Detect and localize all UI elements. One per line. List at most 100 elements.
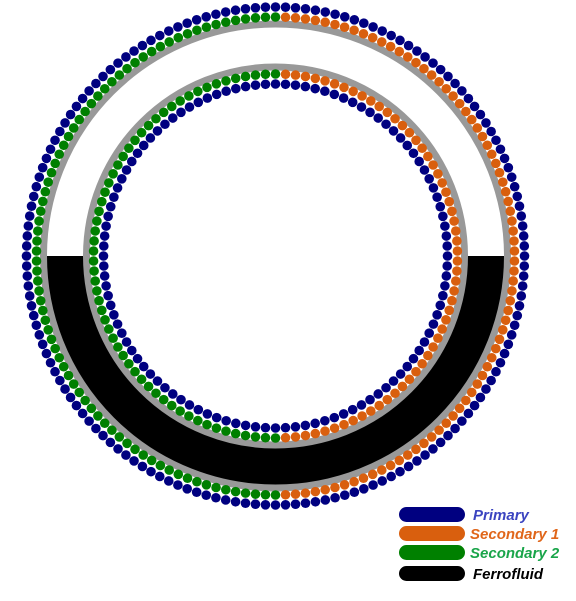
coil-dot bbox=[182, 18, 192, 28]
coil-dot bbox=[280, 12, 291, 23]
coil-dot bbox=[93, 91, 103, 101]
coil-dot bbox=[320, 484, 330, 495]
coil-dot bbox=[310, 418, 320, 429]
coil-dot bbox=[84, 416, 94, 426]
coil-dot bbox=[357, 91, 367, 101]
coil-dot bbox=[503, 162, 514, 173]
coil-dot bbox=[93, 411, 103, 421]
coil-dot bbox=[260, 500, 271, 510]
coil-dot bbox=[94, 295, 104, 306]
coil-dot bbox=[202, 82, 212, 93]
coil-dot bbox=[109, 310, 119, 320]
coil-dot bbox=[122, 438, 132, 449]
coil-dot bbox=[444, 196, 455, 207]
coil-dot bbox=[74, 114, 85, 125]
outer-wall bbox=[40, 20, 511, 492]
coil-dot bbox=[35, 295, 46, 306]
coil-dot bbox=[367, 469, 378, 480]
coil-dot bbox=[469, 101, 480, 112]
coil-dot bbox=[130, 444, 140, 455]
coil-dot bbox=[71, 400, 82, 411]
coil-dot bbox=[356, 102, 367, 112]
coil-dot bbox=[403, 461, 414, 472]
coil-dot bbox=[435, 437, 446, 448]
coil-dot bbox=[160, 382, 170, 393]
coil-dot bbox=[193, 404, 204, 415]
coil-dot bbox=[108, 333, 118, 343]
coil-dot bbox=[349, 476, 359, 487]
coil-dot bbox=[402, 450, 413, 460]
coil-dot bbox=[184, 400, 195, 410]
coil-dot bbox=[182, 473, 193, 484]
coil-dot bbox=[505, 295, 516, 306]
coil-dot bbox=[320, 7, 331, 17]
coil-dot bbox=[193, 97, 204, 108]
legend-swatch bbox=[399, 507, 465, 522]
coil-dot bbox=[310, 5, 321, 16]
coil-dot bbox=[329, 79, 340, 89]
coil-dot bbox=[472, 123, 483, 133]
coil-dot bbox=[491, 366, 501, 377]
coil-dot bbox=[158, 107, 169, 118]
coil-dot bbox=[514, 301, 525, 311]
coil-dot bbox=[348, 86, 358, 97]
coil-dot bbox=[424, 174, 435, 184]
coil-dot bbox=[320, 415, 330, 426]
coil-dot bbox=[320, 426, 330, 436]
coil-dot bbox=[240, 498, 251, 508]
coil-dot bbox=[230, 496, 241, 507]
coil-dot bbox=[105, 201, 116, 212]
coil-dot bbox=[498, 325, 508, 335]
coil-dot bbox=[98, 251, 109, 261]
coil-dot bbox=[155, 41, 166, 52]
coil-dot bbox=[385, 41, 396, 52]
coil-dot bbox=[152, 376, 163, 386]
coil-dot bbox=[100, 315, 110, 325]
coil-dot bbox=[250, 432, 261, 442]
coil-dot bbox=[395, 35, 405, 46]
coil-dot bbox=[43, 325, 53, 335]
coil-dot bbox=[164, 465, 175, 475]
legend-label: Primary bbox=[473, 507, 530, 524]
coil-dot bbox=[368, 480, 378, 490]
coil-dot bbox=[31, 256, 42, 266]
coil-dot bbox=[366, 406, 376, 416]
coil-dot bbox=[428, 444, 438, 454]
coil-dot bbox=[184, 91, 194, 101]
coil-dot bbox=[382, 394, 393, 405]
coil-dot bbox=[38, 305, 48, 316]
coil-dot bbox=[240, 488, 251, 498]
coil-dot bbox=[441, 271, 452, 281]
coil-dot bbox=[99, 231, 110, 241]
coil-dot bbox=[408, 353, 419, 364]
coil-dot bbox=[450, 226, 461, 236]
coil-dot bbox=[494, 334, 505, 345]
coil-dot bbox=[339, 419, 349, 430]
coil-dot bbox=[503, 196, 513, 207]
coil-dot bbox=[310, 428, 321, 439]
coil-dot bbox=[397, 120, 408, 131]
coil-dot bbox=[250, 13, 261, 23]
coil-dot bbox=[122, 63, 132, 74]
coil-dot bbox=[419, 165, 430, 175]
coil-dot bbox=[211, 412, 222, 423]
coil-dot bbox=[146, 455, 157, 466]
coil-dot bbox=[54, 149, 65, 160]
coil-dot bbox=[330, 19, 340, 30]
coil-dot bbox=[440, 281, 450, 291]
coil-dot bbox=[348, 415, 358, 426]
legend-label: Secondary 2 bbox=[470, 545, 560, 562]
coil-dot bbox=[419, 337, 430, 347]
coil-dot bbox=[250, 499, 261, 509]
coil-dot bbox=[463, 408, 474, 419]
coil-dot bbox=[426, 70, 437, 80]
coil-dot bbox=[33, 276, 43, 286]
coil-dot bbox=[211, 482, 221, 493]
coil-dot bbox=[220, 7, 231, 17]
coil-dot bbox=[349, 15, 360, 25]
coil-dot bbox=[443, 430, 453, 441]
coil-dot bbox=[320, 76, 330, 86]
coil-dot bbox=[457, 416, 467, 426]
coil-dot bbox=[46, 334, 57, 345]
coil-dot bbox=[507, 216, 517, 226]
